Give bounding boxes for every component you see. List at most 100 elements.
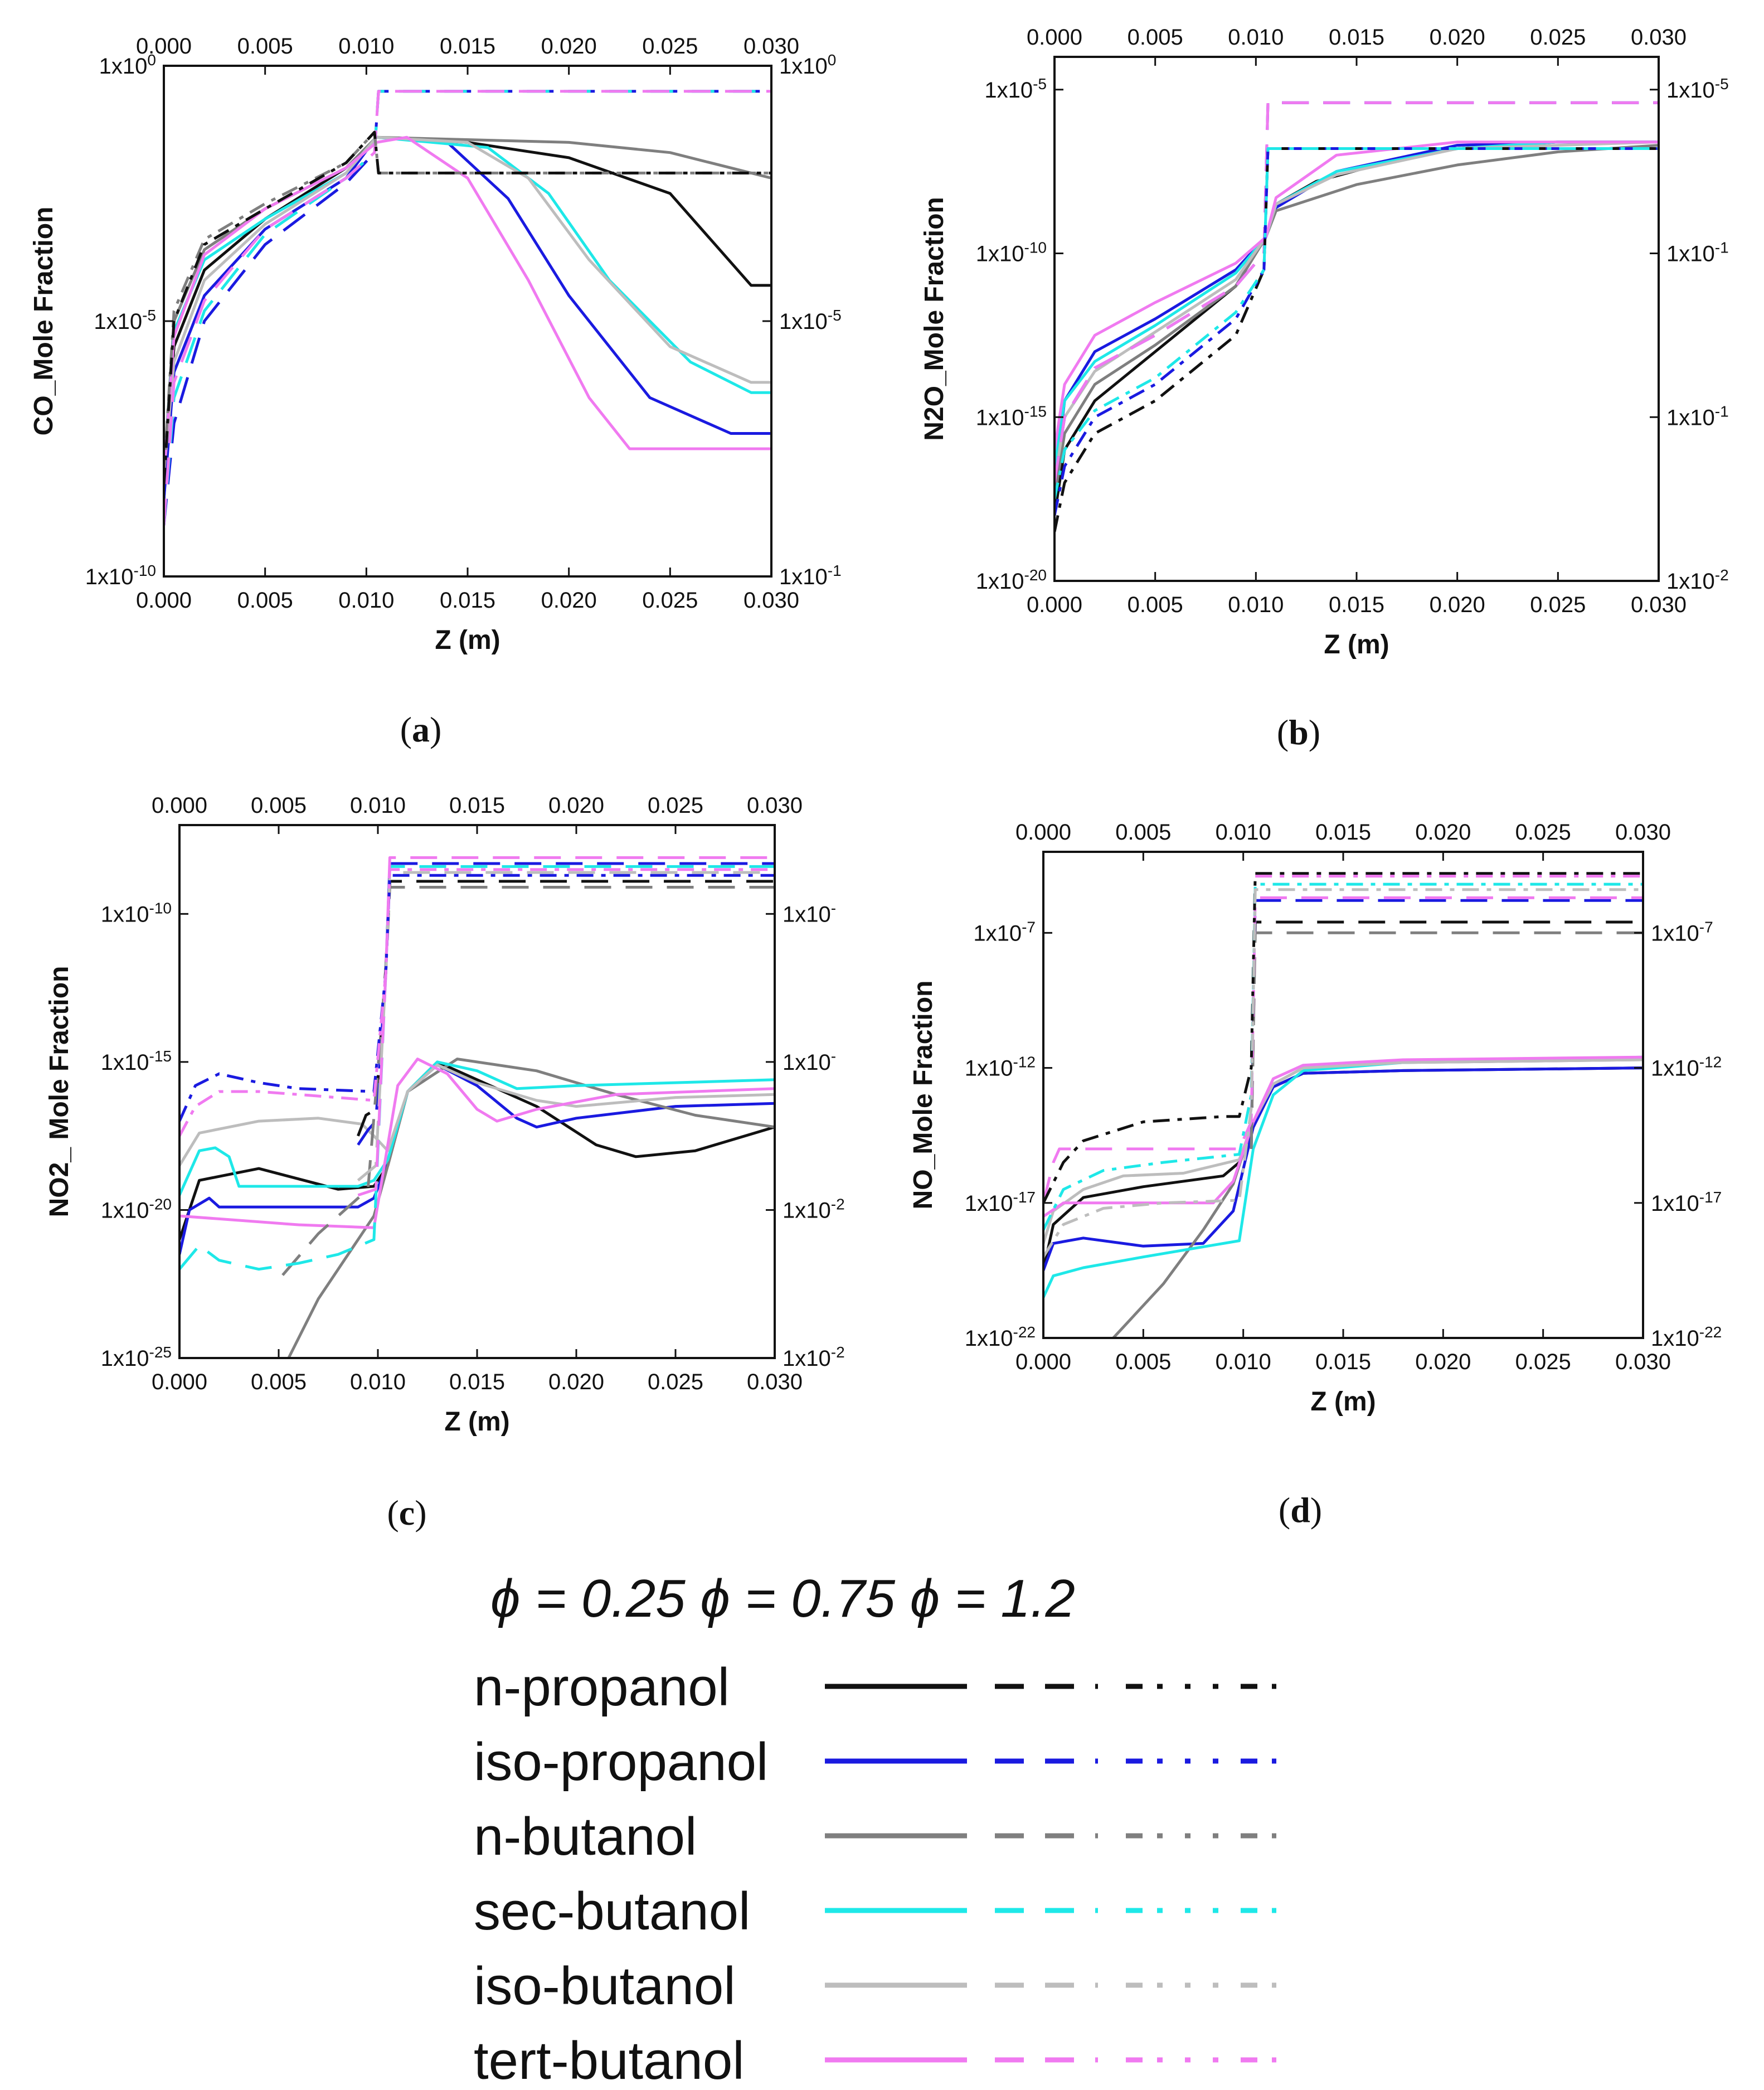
panel-label: (b) xyxy=(1277,712,1320,752)
top-x-tick-label: 0.010 xyxy=(1216,820,1271,845)
right-y-tick-label: 1x10-2 xyxy=(1666,566,1729,594)
x-tick-label: 0.005 xyxy=(237,588,293,613)
x-tick-label: 0.015 xyxy=(1315,1350,1371,1374)
panel-c: 0.000 0.005 0.010 0.015 0.020 0.025 0.030 0.000… xyxy=(45,793,845,1533)
top-x-tick-label: 0.030 xyxy=(1631,25,1687,50)
y-tick-label: 1x10-22 xyxy=(965,1323,1036,1351)
legend-label: n-butanol xyxy=(474,1807,697,1866)
series-iso-propanol-phi-0.25 xyxy=(164,135,771,500)
legend-label: tert-butanol xyxy=(474,2031,745,2090)
series-n-propanol-phi-0.75 xyxy=(357,880,775,1137)
series-n-butanol-phi-0.25 xyxy=(1112,1058,1643,1338)
x-axis-label: Z (m) xyxy=(1324,630,1389,660)
series-tert-butanol-phi-0.25 xyxy=(179,1058,775,1229)
series-group xyxy=(179,856,775,1358)
y-tick-label: 1x10-7 xyxy=(973,918,1036,946)
series-iso-butanol-phi-0.25 xyxy=(179,1063,775,1167)
series-tert-butanol-phi-0.75 xyxy=(1054,101,1659,483)
series-n-propanol-phi-1.2 xyxy=(164,130,771,485)
x-tick-label: 0.000 xyxy=(152,1370,207,1394)
right-y-tick-label: 1x10- xyxy=(783,899,836,927)
series-sec-butanol-phi-1.2 xyxy=(1043,882,1643,1231)
legend-label: iso-propanol xyxy=(474,1732,768,1792)
x-tick-label: 0.020 xyxy=(548,1370,604,1394)
legend: ϕ = 0.25 ϕ = 0.75 ϕ = 1.2 n-propanol iso-p… xyxy=(474,1569,1276,2090)
legend-label: iso-butanol xyxy=(474,1956,736,2016)
x-tick-label: 0.030 xyxy=(747,1370,803,1394)
series-n-butanol-phi-1.2 xyxy=(164,130,771,474)
top-x-tick-label: 0.005 xyxy=(1128,25,1183,50)
y-tick-label: 1x10-5 xyxy=(984,75,1047,103)
y-axis-label: N2O_Mole Fraction xyxy=(920,197,949,440)
right-y-tick-label: 1x10-22 xyxy=(1651,1323,1722,1351)
top-x-tick-label: 0.000 xyxy=(1027,25,1082,50)
right-y-tick-label: 1x10-17 xyxy=(1651,1188,1722,1216)
x-tick-label: 0.015 xyxy=(1329,593,1384,617)
top-x-tick-label: 0.000 xyxy=(136,34,192,59)
y-axis-label: CO_Mole Fraction xyxy=(29,207,59,436)
series-sec-butanol-phi-0.25 xyxy=(179,1060,775,1196)
x-tick-label: 0.015 xyxy=(440,588,495,613)
x-tick-label: 0.020 xyxy=(541,588,597,613)
top-x-tick-label: 0.000 xyxy=(152,793,207,818)
series-n-propanol-phi-1.2 xyxy=(1054,147,1659,532)
series-tert-butanol-phi-1.2 xyxy=(179,868,775,1137)
x-tick-label: 0.015 xyxy=(449,1370,505,1394)
plot-frame xyxy=(1042,851,1644,1339)
y-tick-label: 1x10-15 xyxy=(976,403,1047,430)
x-tick-label: 0.005 xyxy=(251,1370,307,1394)
y-tick-label: 1x10-12 xyxy=(965,1053,1036,1081)
series-tert-butanol-phi-0.75 xyxy=(1043,896,1643,1204)
x-tick-label: 0.010 xyxy=(1216,1350,1271,1374)
x-tick-label: 0.020 xyxy=(1415,1350,1471,1374)
y-tick-label: 1x10-25 xyxy=(101,1344,172,1371)
panel-b: 0.000 0.005 0.010 0.015 0.020 0.025 0.030 0.000… xyxy=(920,25,1729,752)
x-tick-label: 0.025 xyxy=(1530,593,1586,617)
legend-entry: iso-butanol xyxy=(474,1956,1276,2016)
top-x-tick-label: 0.030 xyxy=(747,793,803,818)
x-tick-label: 0.010 xyxy=(1228,593,1284,617)
right-y-tick-label: 1x10-12 xyxy=(1651,1053,1722,1081)
right-y-tick-label: 1x10-5 xyxy=(1666,75,1729,103)
panel-d: 0.000 0.005 0.010 0.015 0.020 0.025 0.030 0.000… xyxy=(908,820,1722,1530)
top-x-tick-label: 0.005 xyxy=(1115,820,1171,845)
x-tick-label: 0.030 xyxy=(1615,1350,1671,1374)
panel-label: (c) xyxy=(387,1493,426,1533)
series-tert-butanol-phi-0.25 xyxy=(164,135,771,474)
top-x-tick-label: 0.025 xyxy=(648,793,703,818)
top-x-tick-label: 0.020 xyxy=(1415,820,1471,845)
legend-entry: iso-propanol xyxy=(474,1732,1276,1792)
right-y-tick-label: 1x10-5 xyxy=(779,307,842,334)
top-x-tick-label: 0.005 xyxy=(251,793,307,818)
top-x-tick-label: 0.020 xyxy=(548,793,604,818)
top-x-tick-label: 0.020 xyxy=(541,34,597,59)
y-tick-label: 1x10-20 xyxy=(101,1195,172,1223)
series-iso-propanol-phi-0.25 xyxy=(1054,140,1659,483)
series-tert-butanol-phi-0.75 xyxy=(357,856,775,1197)
series-n-butanol-phi-0.25 xyxy=(164,135,771,474)
series-n-butanol-phi-0.75 xyxy=(1250,931,1643,1149)
legend-label: n-propanol xyxy=(474,1657,730,1717)
x-tick-label: 0.000 xyxy=(1027,593,1082,617)
series-n-propanol-phi-0.25 xyxy=(1043,1066,1643,1271)
x-tick-label: 0.000 xyxy=(136,588,192,613)
panel-a: 0.000 0.005 0.010 0.015 0.020 0.025 0.030 0.000… xyxy=(29,34,842,749)
series-iso-propanol-phi-1.2 xyxy=(1054,147,1659,516)
series-n-propanol-phi-0.25 xyxy=(164,135,771,500)
top-x-tick-label: 0.010 xyxy=(338,34,394,59)
top-x-tick-label: 0.030 xyxy=(743,34,799,59)
y-tick-label: 1x10-10 xyxy=(85,562,156,590)
series-tert-butanol-phi-0.25 xyxy=(1043,1055,1643,1218)
series-iso-butanol-phi-1.2 xyxy=(1043,888,1643,1258)
legend-entry: n-butanol xyxy=(474,1807,1276,1866)
series-n-butanol-phi-0.25 xyxy=(1054,144,1659,500)
series-sec-butanol-phi-0.25 xyxy=(1054,140,1659,467)
series-iso-propanol-phi-0.75 xyxy=(1250,899,1643,1149)
series-iso-butanol-phi-0.25 xyxy=(1054,140,1659,483)
y-tick-label: 1x10-10 xyxy=(101,899,172,927)
x-tick-label: 0.025 xyxy=(642,588,698,613)
legend-entry: n-propanol xyxy=(474,1657,1276,1717)
legend-header: ϕ = 0.25 ϕ = 0.75 ϕ = 1.2 xyxy=(490,1569,1075,1628)
series-group xyxy=(1043,872,1643,1338)
legend-label: sec-butanol xyxy=(474,1882,750,1941)
